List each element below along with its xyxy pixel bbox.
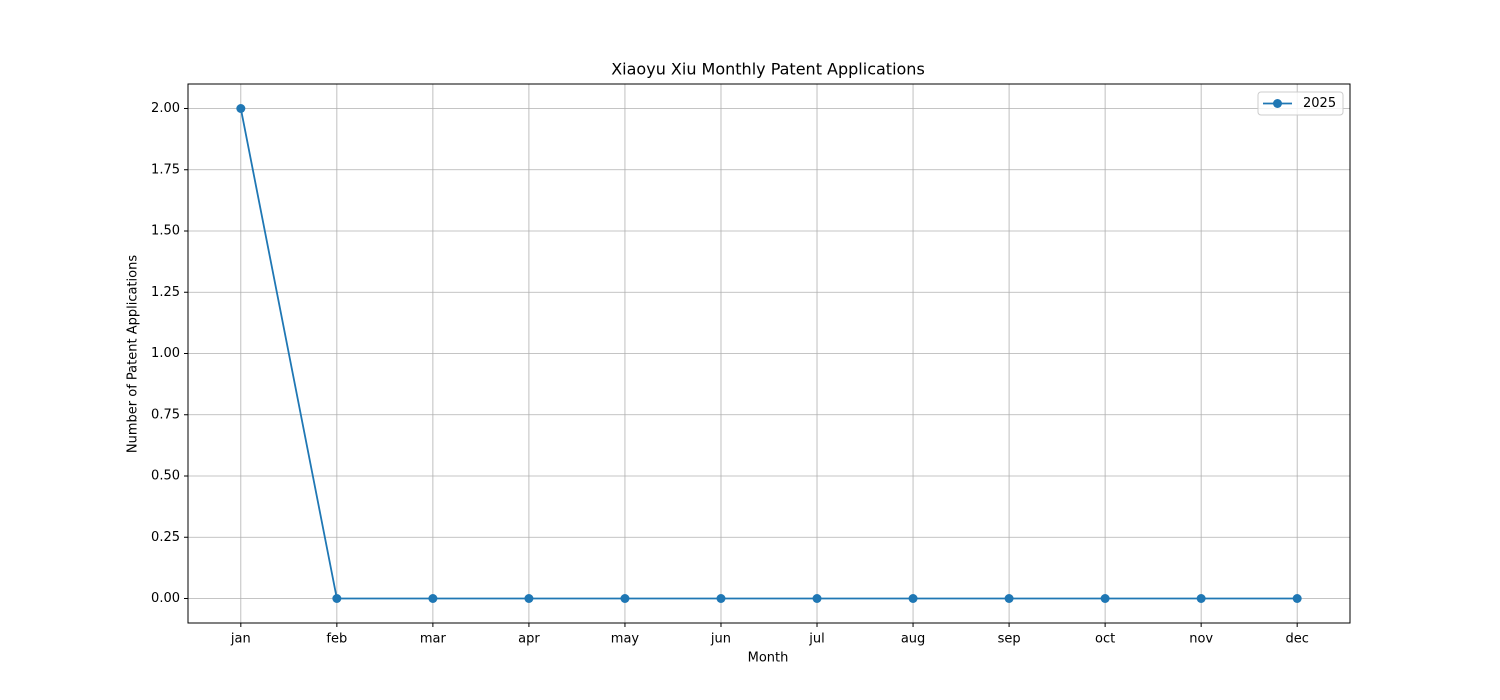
data-point xyxy=(332,594,341,603)
x-tick-label: may xyxy=(611,632,640,647)
y-tick-label: 0.75 xyxy=(151,407,180,422)
data-point xyxy=(1293,594,1302,603)
x-tick-label: mar xyxy=(420,632,447,647)
data-point xyxy=(716,594,725,603)
x-tick-label: dec xyxy=(1285,632,1308,647)
page: Xiaoyu Xiu Monthly Patent Applications M… xyxy=(0,0,1500,700)
x-tick-label: sep xyxy=(998,632,1021,647)
data-point xyxy=(1101,594,1110,603)
x-tick-label: oct xyxy=(1095,632,1115,647)
legend-marker xyxy=(1273,99,1282,108)
y-tick-label: 0.00 xyxy=(151,591,180,606)
data-point xyxy=(909,594,918,603)
x-tick-label: jul xyxy=(808,632,824,647)
chart-title: Xiaoyu Xiu Monthly Patent Applications xyxy=(611,60,925,79)
data-point xyxy=(620,594,629,603)
x-tick-label: apr xyxy=(518,632,540,647)
y-tick-label: 0.50 xyxy=(151,469,180,484)
y-axis-label: Number of Patent Applications xyxy=(126,255,141,453)
data-point xyxy=(1197,594,1206,603)
y-tick-label: 1.00 xyxy=(151,346,180,361)
y-tick-label: 1.75 xyxy=(151,162,180,177)
data-point xyxy=(236,104,245,113)
x-tick-label: aug xyxy=(901,632,925,647)
y-tick-label: 2.00 xyxy=(151,101,180,116)
y-tick-label: 1.50 xyxy=(151,224,180,239)
data-point xyxy=(813,594,822,603)
y-tick-label: 1.25 xyxy=(151,285,180,300)
data-point xyxy=(428,594,437,603)
x-tick-label: jun xyxy=(710,632,731,647)
chart: Xiaoyu Xiu Monthly Patent Applications M… xyxy=(0,0,1500,700)
legend-label: 2025 xyxy=(1303,96,1336,111)
x-tick-label: jan xyxy=(230,632,251,647)
data-point xyxy=(1005,594,1014,603)
x-tick-label: nov xyxy=(1189,632,1213,647)
data-point xyxy=(524,594,533,603)
y-tick-label: 0.25 xyxy=(151,530,180,545)
x-axis-label: Month xyxy=(748,651,789,666)
x-tick-label: feb xyxy=(326,632,347,647)
